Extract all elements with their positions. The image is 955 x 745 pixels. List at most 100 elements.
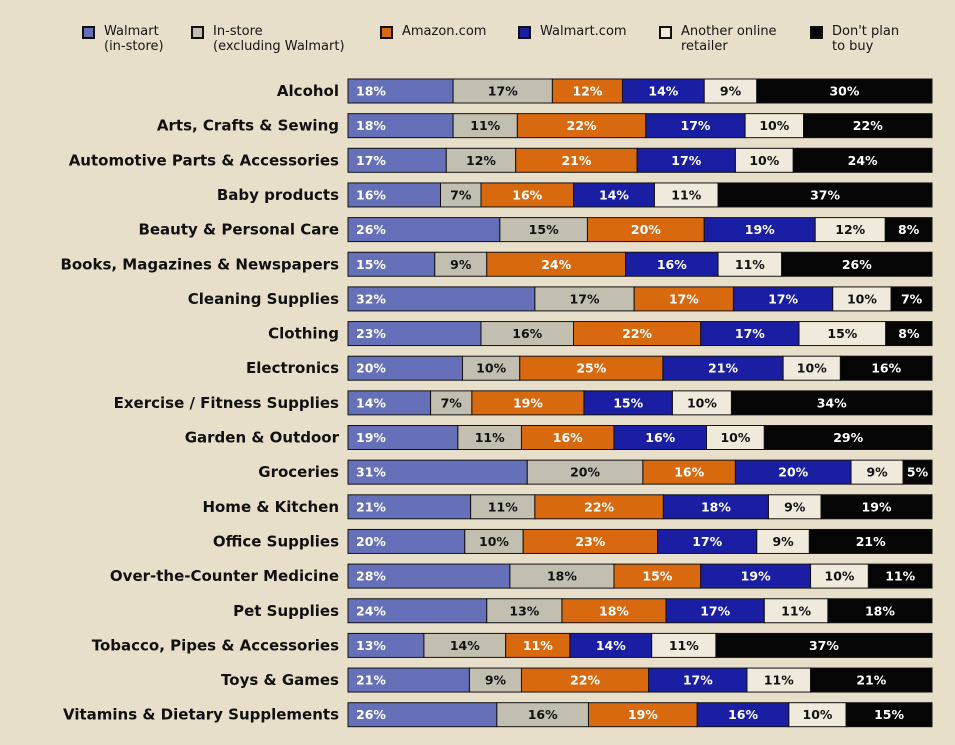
bar-segment-automotive-parts-accessories-s1: [445, 147, 517, 173]
data-label-automotive-parts-accessories-s2: 21%: [561, 153, 591, 168]
bar-segment-books-magazines-newspapers-s1: [434, 251, 488, 277]
category-label-books-magazines-newspapers: Books, Magazines & Newspapers: [60, 255, 339, 273]
category-label-arts-crafts-sewing: Arts, Crafts & Sewing: [157, 117, 339, 135]
data-label-alcohol-s3: 14%: [648, 84, 678, 99]
data-label-over-the-counter-medicine-s3: 19%: [741, 569, 771, 584]
data-label-over-the-counter-medicine-s4: 10%: [825, 569, 855, 584]
bar-segment-cleaning-supplies-s3: [732, 286, 834, 312]
bar-segment-over-the-counter-medicine-s4: [810, 563, 869, 589]
legend-item-amazon: Amazon.com: [380, 24, 486, 39]
data-label-office-supplies-s2: 23%: [575, 534, 605, 549]
bar-segment-vitamins-dietary-supplements-s0: [347, 702, 498, 728]
bar-segment-books-magazines-newspapers-s0: [347, 251, 436, 277]
data-label-books-magazines-newspapers-s3: 16%: [657, 257, 687, 272]
bar-segment-alcohol-s1: [452, 78, 553, 104]
data-label-baby-products-s5: 37%: [810, 187, 840, 202]
data-label-office-supplies-s4: 9%: [772, 534, 794, 549]
category-label-exercise-fitness-supplies: Exercise / Fitness Supplies: [114, 394, 339, 412]
bar-segment-home-kitchen-s0: [347, 494, 472, 520]
data-label-clothing-s2: 22%: [622, 326, 652, 341]
data-label-alcohol-s2: 12%: [572, 84, 602, 99]
data-label-cleaning-supplies-s5: 7%: [901, 291, 923, 306]
bar-segment-beauty-personal-care-s3: [703, 217, 816, 243]
bar-segment-over-the-counter-medicine-s2: [613, 563, 702, 589]
bar-segment-cleaning-supplies-s2: [633, 286, 734, 312]
bar-segment-toys-games-s2: [520, 667, 650, 693]
data-label-alcohol-s4: 9%: [720, 84, 742, 99]
legend-swatch-in-store-excl-walmart: [191, 26, 204, 39]
data-label-garden-outdoor-s4: 10%: [720, 430, 750, 445]
data-label-exercise-fitness-supplies-s3: 15%: [613, 395, 643, 410]
data-label-tobacco-pipes-accessories-s3: 14%: [596, 638, 626, 653]
category-label-toys-games: Toys & Games: [221, 671, 339, 689]
data-label-electronics-s3: 21%: [708, 361, 738, 376]
bar-segment-groceries-s5: [902, 459, 933, 485]
bar-segment-beauty-personal-care-s2: [586, 217, 705, 243]
bar-segment-groceries-s0: [347, 459, 528, 485]
data-label-tobacco-pipes-accessories-s1: 14%: [450, 638, 480, 653]
legend: Walmart (in-store) In-store (excluding W…: [0, 0, 955, 70]
legend-swatch-dont-plan-to-buy: [810, 26, 823, 39]
legend-label-dont-plan-to-buy: Don't plan to buy: [832, 24, 900, 54]
bar-segment-clothing-s1: [480, 321, 574, 347]
bar-segment-office-supplies-s1: [464, 528, 524, 554]
data-label-garden-outdoor-s1: 11%: [475, 430, 505, 445]
data-label-groceries-s1: 20%: [570, 465, 600, 480]
data-label-cleaning-supplies-s1: 17%: [570, 291, 600, 306]
data-label-pet-supplies-s0: 24%: [356, 603, 386, 618]
bar-segment-clothing-s4: [798, 321, 887, 347]
bar-segment-beauty-personal-care-s5: [884, 217, 933, 243]
bar-segment-baby-products-s5: [717, 182, 933, 208]
bar-segment-over-the-counter-medicine-s5: [867, 563, 933, 589]
data-label-over-the-counter-medicine-s5: 11%: [885, 569, 915, 584]
bar-segment-cleaning-supplies-s4: [832, 286, 892, 312]
data-label-automotive-parts-accessories-s5: 24%: [848, 153, 878, 168]
bar-segment-baby-products-s4: [653, 182, 719, 208]
bar-segment-groceries-s1: [526, 459, 644, 485]
bar-segment-cleaning-supplies-s5: [890, 286, 933, 312]
data-label-exercise-fitness-supplies-s0: 14%: [356, 395, 386, 410]
category-label-office-supplies: Office Supplies: [213, 532, 339, 550]
bar-segment-tobacco-pipes-accessories-s2: [505, 632, 571, 658]
data-label-tobacco-pipes-accessories-s4: 11%: [669, 638, 699, 653]
data-label-clothing-s4: 15%: [827, 326, 857, 341]
category-label-vitamins-dietary-supplements: Vitamins & Dietary Supplements: [63, 706, 339, 724]
data-label-home-kitchen-s1: 11%: [488, 499, 518, 514]
data-label-pet-supplies-s4: 11%: [781, 603, 811, 618]
bar-segment-books-magazines-newspapers-s3: [625, 251, 719, 277]
category-label-baby-products: Baby products: [217, 186, 339, 204]
data-label-books-magazines-newspapers-s5: 26%: [842, 257, 872, 272]
bar-segment-pet-supplies-s2: [561, 598, 667, 624]
bar-segment-baby-products-s0: [347, 182, 442, 208]
data-label-office-supplies-s1: 10%: [479, 534, 509, 549]
data-label-toys-games-s0: 21%: [356, 673, 386, 688]
data-label-groceries-s5: 5%: [907, 465, 929, 480]
bar-segment-exercise-fitness-supplies-s3: [583, 390, 673, 416]
data-label-exercise-fitness-supplies-s2: 19%: [513, 395, 543, 410]
data-label-office-supplies-s0: 20%: [356, 534, 386, 549]
data-label-vitamins-dietary-supplements-s1: 16%: [528, 707, 558, 722]
data-label-home-kitchen-s4: 9%: [784, 499, 806, 514]
data-label-garden-outdoor-s2: 16%: [553, 430, 583, 445]
category-label-beauty-personal-care: Beauty & Personal Care: [138, 221, 339, 239]
legend-label-walmart-com: Walmart.com: [540, 24, 627, 39]
bar-segment-pet-supplies-s5: [827, 598, 933, 624]
bar-segment-arts-crafts-sewing-s5: [803, 113, 933, 139]
bar-segment-arts-crafts-sewing-s0: [347, 113, 454, 139]
bar-segment-baby-products-s1: [440, 182, 482, 208]
data-label-books-magazines-newspapers-s2: 24%: [541, 257, 571, 272]
data-label-toys-games-s1: 9%: [485, 673, 507, 688]
category-label-over-the-counter-medicine: Over-the-Counter Medicine: [110, 567, 339, 585]
category-label-electronics: Electronics: [246, 359, 339, 377]
bar-segment-home-kitchen-s3: [662, 494, 769, 520]
data-label-tobacco-pipes-accessories-s2: 11%: [523, 638, 553, 653]
data-label-books-magazines-newspapers-s0: 15%: [356, 257, 386, 272]
data-label-electronics-s1: 10%: [476, 361, 506, 376]
bar-segment-vitamins-dietary-supplements-s5: [845, 702, 933, 728]
data-label-over-the-counter-medicine-s0: 28%: [356, 569, 386, 584]
legend-item-walmart-com: Walmart.com: [518, 24, 627, 39]
bar-segment-clothing-s3: [700, 321, 800, 347]
data-label-clothing-s1: 16%: [512, 326, 542, 341]
